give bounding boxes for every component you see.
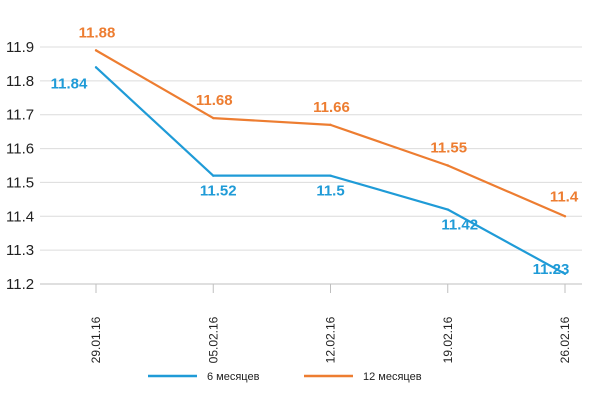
legend: 6 месяцев 12 месяцев	[148, 371, 422, 383]
gridlines	[40, 46, 582, 251]
data-point	[94, 49, 98, 52]
y-tick-label: 11.4	[6, 208, 34, 225]
data-point	[212, 116, 215, 120]
x-tick-label: 19.02.16	[441, 316, 455, 363]
data-point	[563, 272, 567, 276]
data-label: 11.68	[196, 92, 233, 109]
data-labels: 11.84 11.52 11.5 11.42 11.23 11.88 11.68 11.66 1…	[51, 24, 579, 277]
data-label: 11.66	[313, 99, 350, 116]
y-tick-label: 11.2	[6, 276, 34, 293]
y-tick-label: 11.9	[6, 39, 34, 56]
data-point	[446, 164, 449, 167]
y-tick-label: 11.7	[6, 107, 34, 124]
data-point	[329, 123, 332, 127]
data-label: 11.84	[51, 75, 88, 92]
y-tick-label: 11.5	[6, 174, 34, 191]
y-tick-label: 11.6	[6, 141, 34, 158]
data-point	[446, 208, 449, 211]
x-axis-ticks: 29.01.16 05.02.16 12.02.16 19.02.16 26.02.16	[89, 284, 572, 363]
x-tick-label: 05.02.16	[206, 316, 220, 363]
data-label: 11.23	[533, 261, 570, 278]
data-label: 11.55	[430, 140, 467, 157]
x-tick-label: 29.01.16	[89, 316, 103, 363]
data-point	[212, 174, 215, 177]
legend-label: 6 месяцев	[207, 371, 260, 383]
data-label: 11.42	[441, 217, 478, 234]
data-label: 11.5	[316, 183, 344, 200]
legend-label: 12 месяцев	[363, 371, 422, 383]
data-label: 11.4	[550, 188, 579, 205]
data-label: 11.52	[200, 183, 237, 200]
y-tick-label: 11.3	[6, 242, 34, 259]
x-tick-label: 26.02.16	[558, 316, 572, 363]
y-tick-label: 11.8	[6, 73, 34, 90]
x-tick-label: 12.02.16	[324, 316, 338, 363]
data-point	[94, 66, 98, 69]
data-point	[563, 215, 567, 218]
data-point	[329, 174, 332, 177]
y-axis-ticks: 11.2 11.3 11.4 11.5 11.6 11.7 11.8 11.9	[6, 39, 34, 293]
series-lines	[94, 49, 567, 276]
data-label: 11.88	[79, 24, 116, 41]
